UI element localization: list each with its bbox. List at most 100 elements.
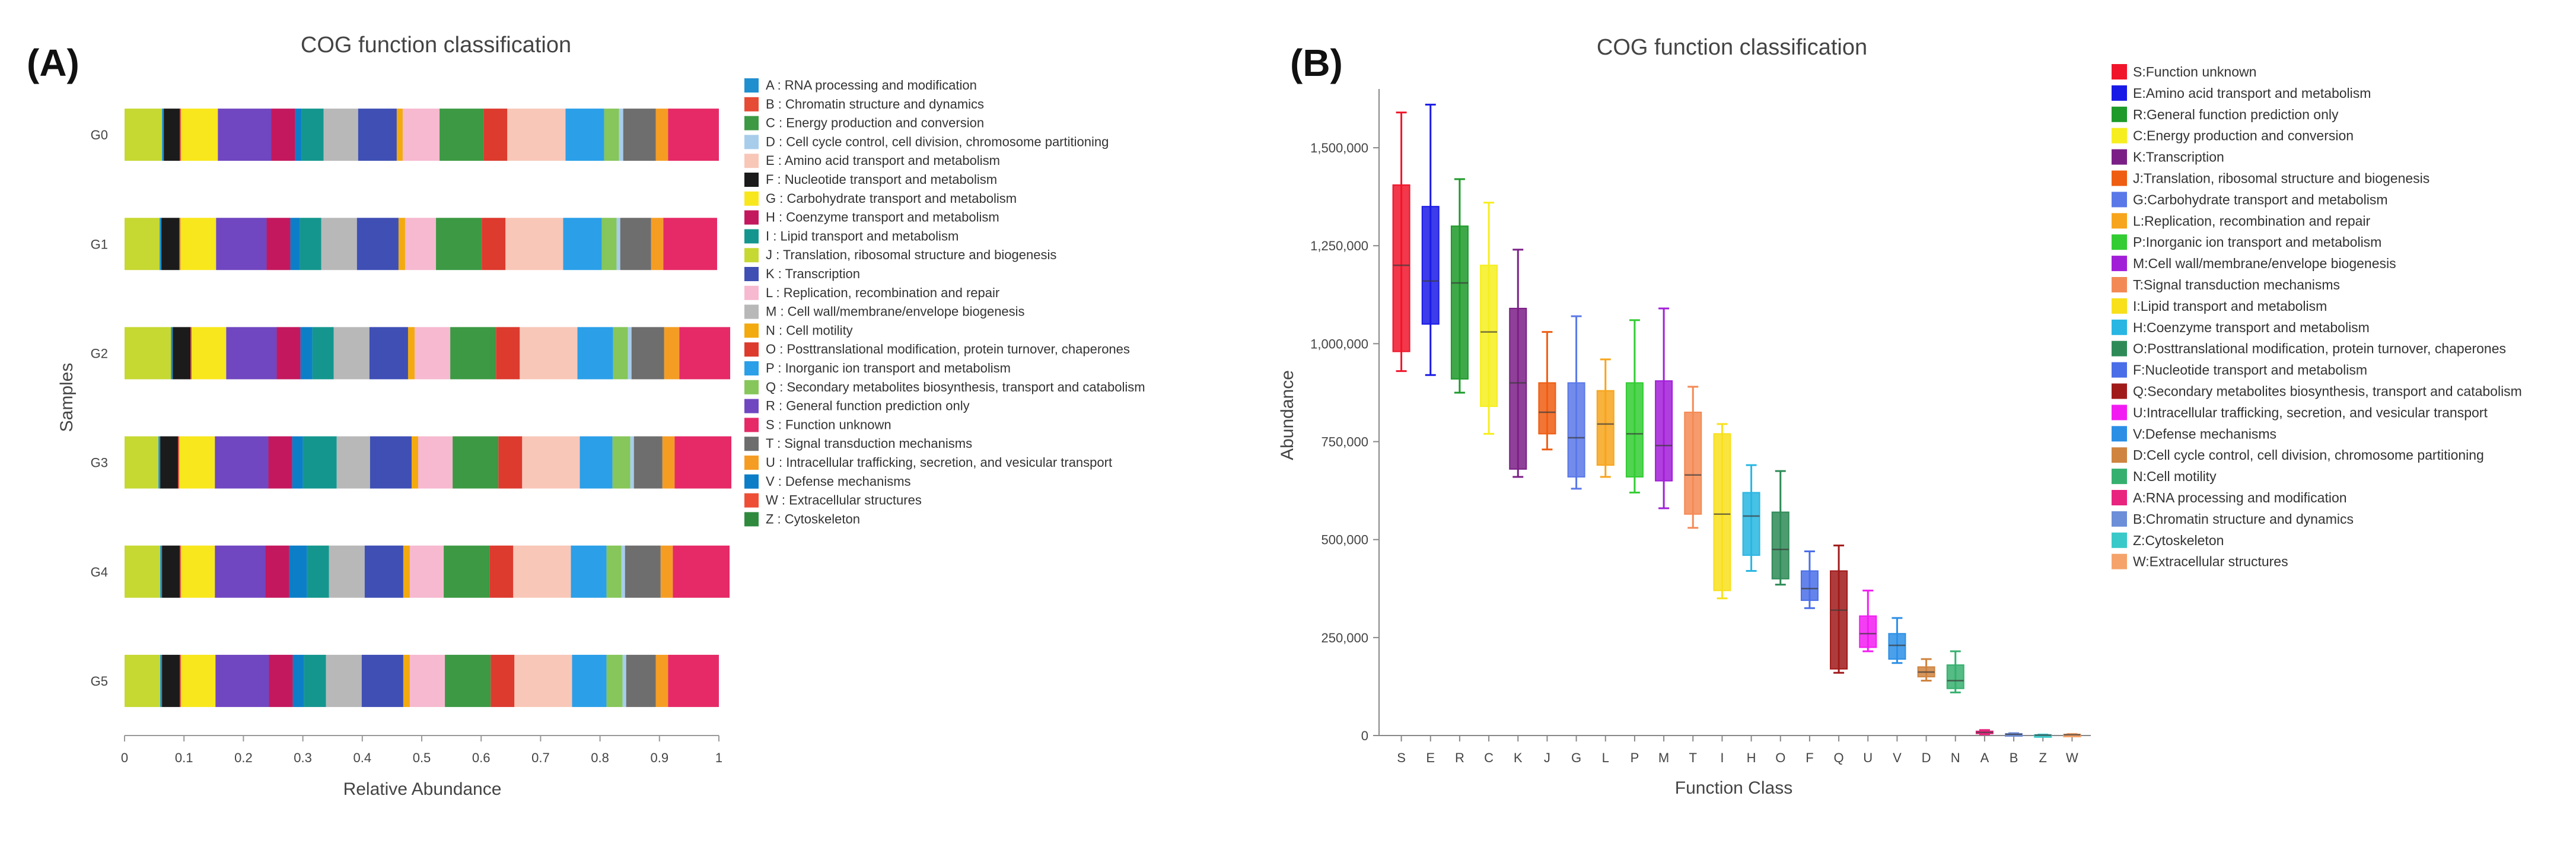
bar-segment-I	[300, 218, 321, 270]
bar-segment-S	[679, 327, 731, 380]
bar-segment-H	[265, 545, 289, 598]
legend-swatch	[744, 97, 759, 112]
y-tick-label: G5	[91, 674, 108, 689]
x-tick-label: P	[1631, 750, 1639, 765]
bar-segment-P	[571, 545, 607, 598]
bar-segment-A	[158, 436, 161, 489]
legend-label: W:Extracellular structures	[2133, 554, 2288, 569]
bar-segment-R	[218, 109, 272, 161]
bar-segment-U	[651, 218, 663, 270]
legend-swatch	[744, 173, 759, 187]
bar-segment-H	[269, 654, 293, 707]
x-tick-label: 0.9	[651, 750, 669, 765]
bar-segment-B	[180, 545, 182, 598]
legend-swatch	[744, 361, 759, 375]
legend-label: Z : Cytoskeleton	[766, 511, 860, 526]
panel-b-label: (B)	[1290, 42, 1343, 84]
legend-label: F : Nucleotide transport and metabolism	[766, 172, 997, 187]
legend-swatch	[744, 154, 759, 168]
legend-label: J : Translation, ribosomal structure and…	[766, 247, 1056, 262]
bar-segment-I	[301, 109, 324, 161]
legend-swatch	[744, 135, 759, 149]
legend-swatch	[2112, 532, 2127, 548]
y-tick-label: 1,250,000	[1310, 238, 1368, 253]
legend-label: A : RNA processing and modification	[766, 78, 977, 93]
chart-a-ylabel: Samples	[57, 363, 77, 432]
bar-segment-R	[226, 327, 277, 380]
legend-label: V : Defense mechanisms	[766, 474, 911, 489]
legend-label: W : Extracellular structures	[766, 493, 922, 508]
legend-swatch	[2112, 319, 2127, 335]
box-V	[1888, 633, 1906, 660]
box-O	[1771, 511, 1789, 580]
legend-label: T:Signal transduction mechanisms	[2133, 277, 2340, 292]
bar-segment-H	[271, 109, 295, 161]
legend-label: J:Translation, ribosomal structure and b…	[2133, 171, 2429, 186]
bar-segment-A	[160, 654, 163, 707]
bar-segment-U	[664, 327, 679, 380]
bar-segment-V	[290, 218, 300, 270]
bar-segment-G	[180, 218, 216, 270]
bar-segment-M	[326, 654, 362, 707]
x-tick-label: O	[1775, 750, 1785, 765]
box-R	[1450, 225, 1469, 380]
bar-segment-O	[498, 436, 523, 489]
x-tick-label: 0.5	[413, 750, 431, 765]
bar-segment-F	[162, 654, 180, 707]
bar-segment-T	[620, 218, 651, 270]
bar-segment-M	[336, 436, 370, 489]
x-tick-label: 0.8	[591, 750, 609, 765]
legend-swatch	[2112, 149, 2127, 165]
legend-swatch	[2112, 277, 2127, 292]
panel-b: (B) COG function classification 0 250,000…	[1278, 35, 2522, 798]
chart-a-legend: A : RNA processing and modification B : C…	[744, 78, 1145, 527]
y-tick-label: 250,000	[1321, 631, 1368, 645]
bar-segment-G	[192, 327, 227, 380]
legend-label: D : Cell cycle control, cell division, c…	[766, 134, 1109, 149]
legend-swatch	[744, 267, 759, 281]
legend-label: R:General function prediction only	[2133, 107, 2339, 122]
legend-label: K:Transcription	[2133, 149, 2224, 165]
bar-segment-I	[307, 545, 329, 598]
bar-segment-L	[414, 327, 451, 380]
bar-segment-M	[321, 218, 357, 270]
legend-label: V:Defense mechanisms	[2133, 426, 2276, 441]
y-tick-label: 1,500,000	[1310, 141, 1368, 155]
legend-label: K : Transcription	[766, 266, 860, 281]
bar-segment-D	[630, 436, 634, 489]
legend-label: N:Cell motility	[2133, 469, 2217, 484]
bar-segment-K	[356, 218, 399, 270]
box-F	[1800, 570, 1819, 601]
legend-label: Q:Secondary metabolites biosynthesis, tr…	[2133, 384, 2522, 399]
bar-segment-G	[181, 654, 216, 707]
legend-label: L : Replication, recombination and repai…	[766, 285, 999, 300]
legend-swatch	[744, 304, 759, 319]
bar-segment-B	[178, 436, 180, 489]
bar-segment-S	[663, 218, 717, 270]
bar-segment-C	[444, 545, 490, 598]
legend-swatch	[744, 210, 759, 225]
bar-segment-A	[160, 545, 163, 598]
chart-b-ylabel: Abundance	[1278, 370, 1297, 460]
legend-swatch	[2112, 340, 2127, 356]
box-P	[1625, 382, 1644, 477]
x-tick-label: J	[1544, 750, 1550, 765]
x-tick-label: 0.7	[531, 750, 550, 765]
legend-label: F:Nucleotide transport and metabolism	[2133, 362, 2367, 378]
legend-swatch	[2112, 170, 2127, 186]
legend-label: S:Function unknown	[2133, 64, 2256, 79]
bar-segment-I	[303, 436, 337, 489]
bar-segment-J	[125, 436, 159, 489]
x-tick-label: 0.2	[234, 750, 253, 765]
bar-segment-K	[369, 327, 408, 380]
bar-segment-T	[626, 654, 656, 707]
box-Q	[1830, 570, 1848, 670]
panel-a: (A) COG function classification 0 0.1 0.2 0…	[27, 33, 1145, 799]
bar-segment-O	[489, 545, 514, 598]
x-tick-label: R	[1455, 750, 1464, 765]
x-tick-label: K	[1514, 750, 1523, 765]
legend-swatch	[744, 342, 759, 357]
bar-segment-E	[520, 327, 578, 380]
box-I	[1713, 433, 1731, 591]
bar-segment-F	[161, 218, 180, 270]
